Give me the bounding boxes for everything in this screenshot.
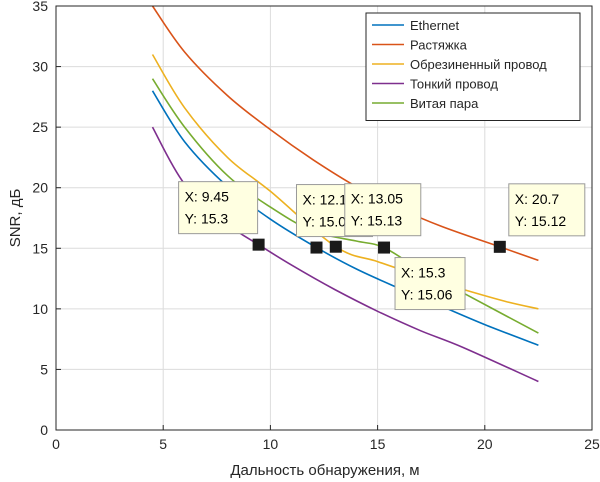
datatip-box [178, 181, 259, 235]
datatip-box [344, 183, 422, 237]
datatip-box [508, 183, 586, 237]
y-tick-label: 30 [32, 59, 48, 75]
datatip-x-text: X: 20.7 [515, 191, 560, 207]
datatip-x-text: X: 13.05 [351, 191, 403, 207]
datatip-marker [329, 240, 342, 253]
y-tick-label: 20 [32, 180, 48, 196]
series-line-0 [151, 90, 539, 346]
y-tick-label: 0 [40, 422, 48, 438]
datatip-y-text: Y: 15.13 [351, 213, 403, 229]
legend-label: Витая пара [410, 96, 479, 111]
series-line-1 [151, 5, 539, 262]
y-tick-label: 25 [32, 119, 48, 135]
datatip-x-text: X: 15.3 [401, 265, 446, 281]
y-tick-label: 35 [32, 0, 48, 14]
legend-label: Ethernet [410, 18, 460, 33]
datatip-x-text: X: 12.15 [302, 192, 354, 208]
legend-label: Обрезиненный провод [410, 57, 547, 72]
datatip-box [394, 257, 466, 311]
y-tick-label: 10 [32, 301, 48, 317]
datatip-y-text: Y: 15.3 [185, 211, 229, 227]
y-tick-label: 15 [32, 240, 48, 256]
x-tick-label: 20 [477, 436, 493, 452]
datatip-y-text: Y: 15.12 [515, 213, 567, 229]
datatip-y-text: Y: 15.06 [302, 214, 354, 230]
datatip-marker [493, 240, 506, 253]
axis-ticks: 0 5 10 15 20 25 0 5 10 15 20 25 30 35 [32, 0, 600, 452]
legend: Ethernet Растяжка Обрезиненный провод Тонки… [365, 12, 581, 121]
x-axis-label: Дальность обнаружения, м [230, 462, 419, 479]
datatip-y-text: Y: 15.06 [401, 287, 453, 303]
y-axis-label: SNR, дБ [7, 189, 24, 248]
datatip-marker [252, 238, 265, 251]
datatip-marker [378, 241, 391, 254]
x-tick-label: 25 [584, 436, 600, 452]
y-tick-label: 5 [40, 361, 48, 377]
x-tick-label: 10 [263, 436, 279, 452]
legend-label: Тонкий провод [410, 77, 498, 92]
datatips: X: 9.45 Y: 15.3 X: 12.15 Y: 15.06 X: 13.05 Y:… [178, 181, 586, 311]
x-tick-label: 5 [159, 436, 167, 452]
legend-label: Растяжка [410, 38, 468, 53]
datatip-marker [310, 241, 323, 254]
series-line-2 [151, 54, 539, 310]
datatip-markers [252, 238, 506, 254]
x-tick-label: 15 [370, 436, 386, 452]
datatip-x-text: X: 9.45 [185, 189, 230, 205]
x-tick-label: 0 [52, 436, 60, 452]
plot-frame [55, 5, 593, 431]
